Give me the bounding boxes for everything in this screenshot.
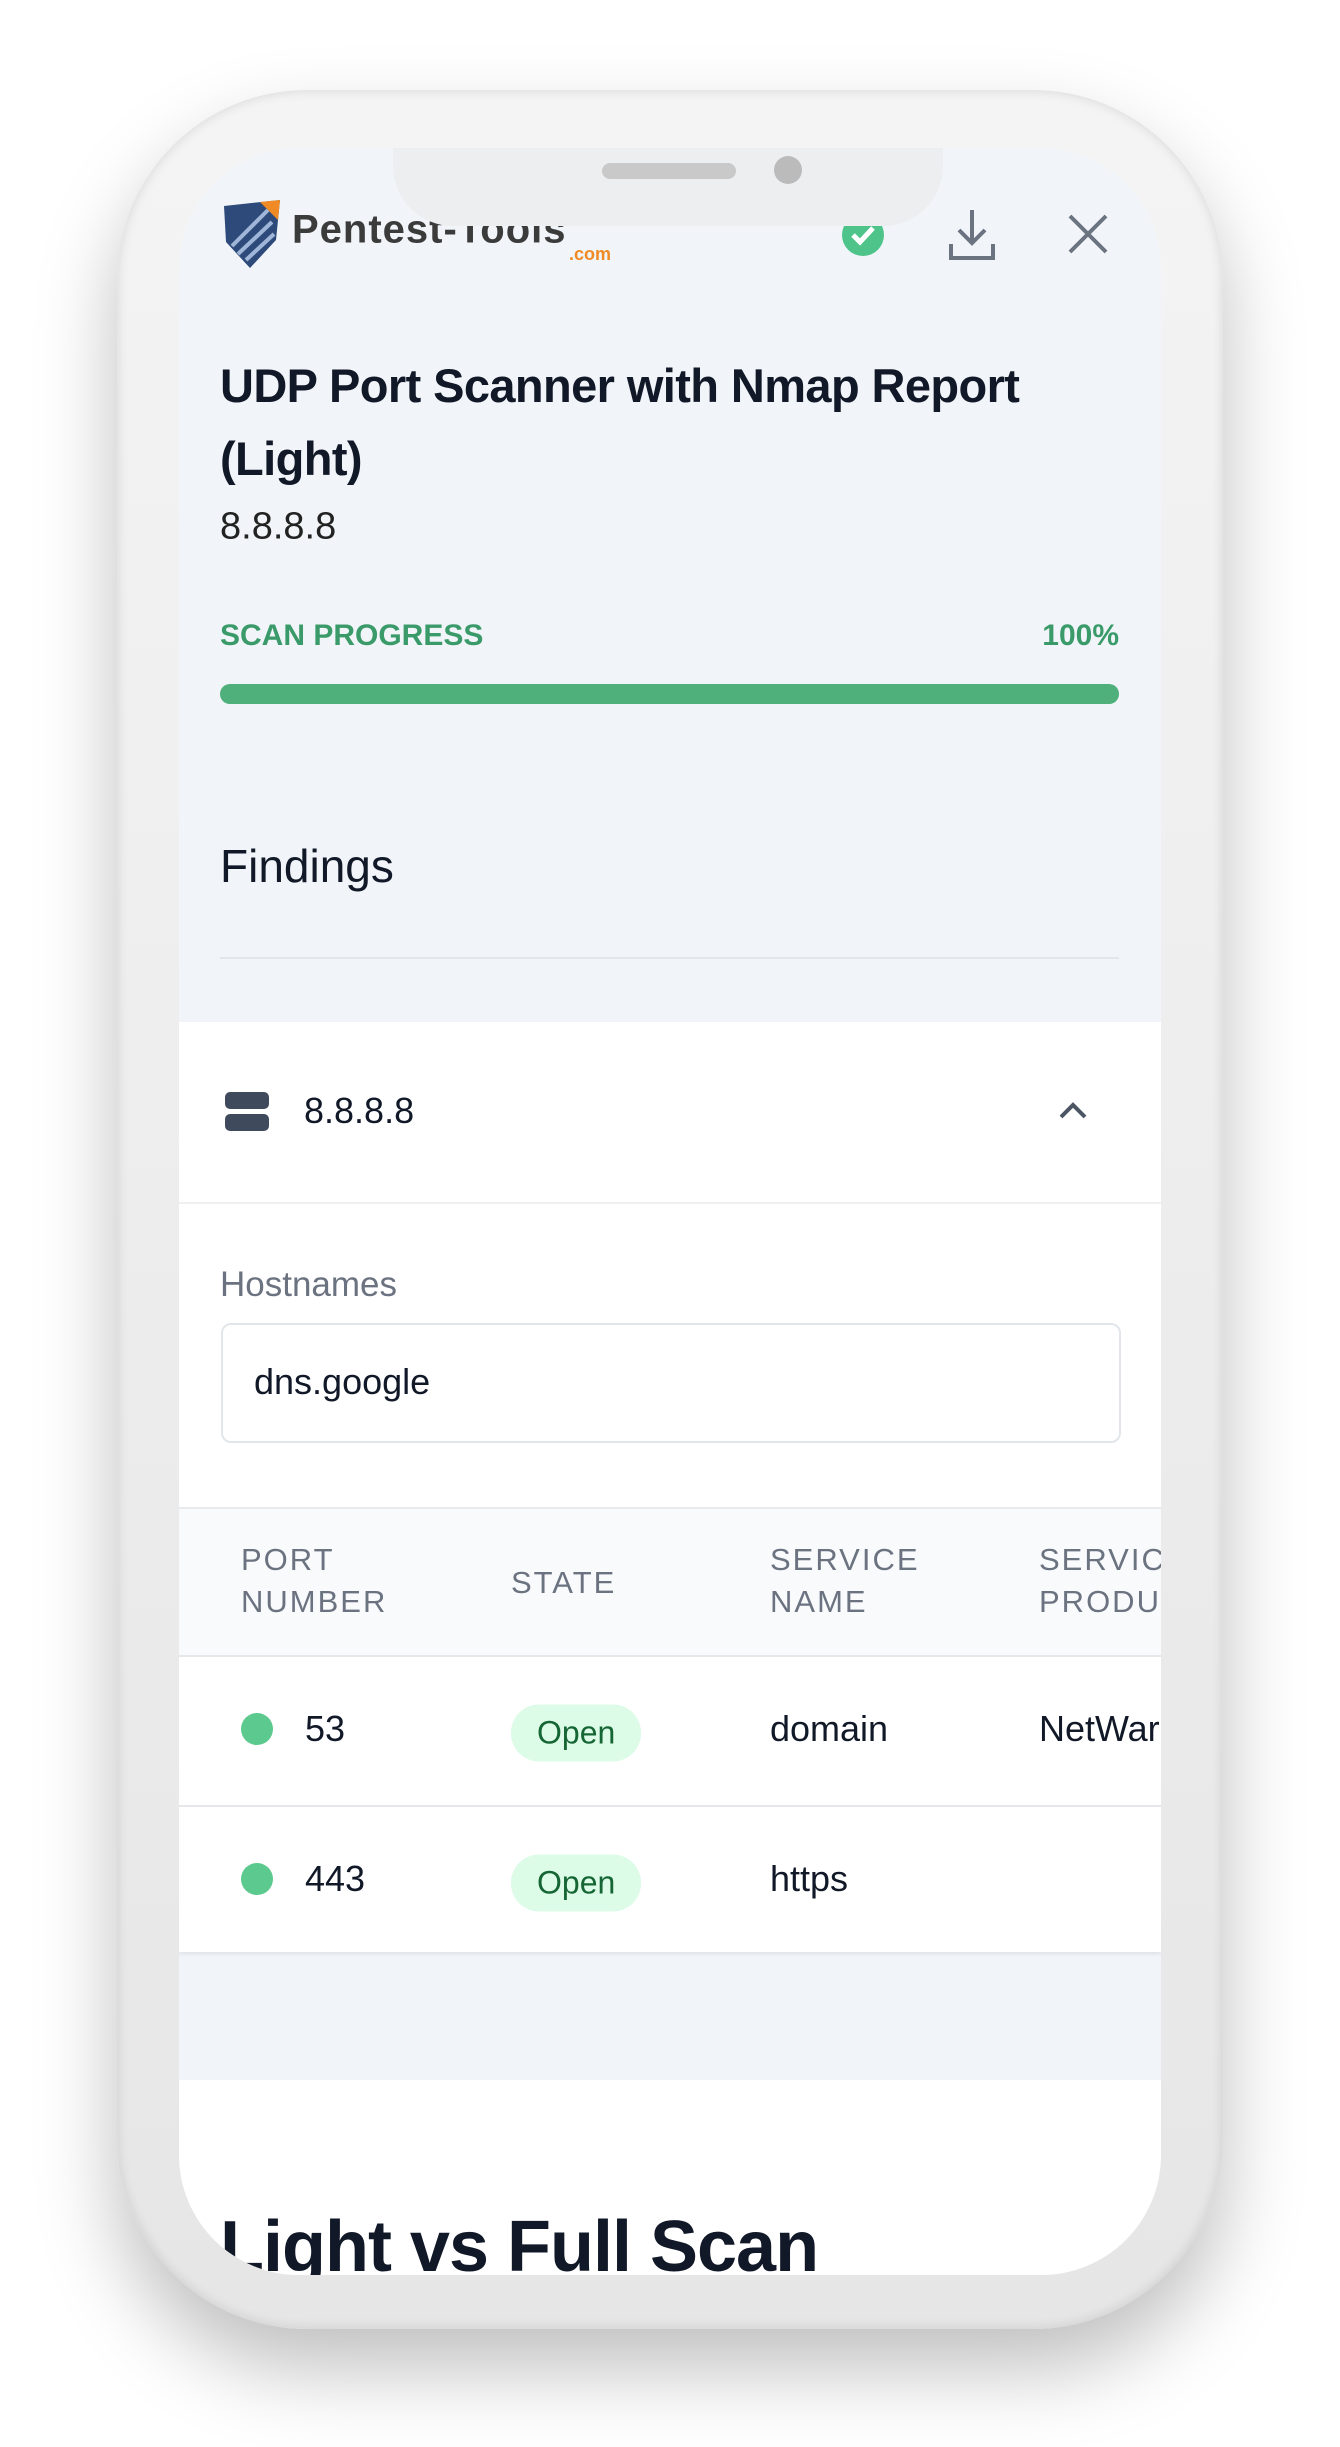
hostname-field — [221, 1323, 1121, 1443]
section-title: Light vs Full Scan — [220, 2207, 819, 2275]
screen: Pentest-Tools .com UDP Port Scanner with… — [179, 148, 1161, 2275]
service-name: https — [770, 1858, 849, 1899]
status-dot — [241, 1713, 273, 1745]
findings-title: Findings — [220, 840, 394, 892]
server-icon — [225, 1092, 269, 1131]
divider — [220, 957, 1119, 959]
progress-track — [220, 684, 1119, 704]
state-badge: Open — [511, 1704, 642, 1762]
column-header: NAME — [770, 1584, 868, 1619]
host-address[interactable]: 8.8.8.8 — [304, 1090, 415, 1131]
port-number: 53 — [305, 1708, 346, 1749]
collapse-chevron[interactable] — [1058, 1099, 1088, 1121]
divider — [179, 1202, 1161, 1204]
progress-value: 100% — [1042, 619, 1119, 652]
logo-icon — [224, 200, 280, 268]
speaker — [602, 163, 736, 179]
progress-bar — [220, 684, 1119, 704]
download-button[interactable] — [947, 206, 997, 262]
host-panel: 8.8.8.8 Hostnames dns.google PORT NUMBER S… — [179, 1022, 1161, 1952]
state-badge: Open — [511, 1854, 642, 1912]
notch — [393, 148, 943, 226]
hostname: dns.google — [254, 1361, 431, 1402]
next-section — [179, 2080, 1161, 2275]
service-name: domain — [770, 1708, 889, 1749]
column-header: STATE — [511, 1565, 617, 1600]
port-number: 443 — [305, 1858, 366, 1899]
hostnames-label: Hostnames — [220, 1265, 398, 1304]
report-title: UDP Port Scanner with Nmap Report (Light… — [220, 359, 1020, 485]
column-header: SERVICE — [770, 1542, 920, 1577]
ports-table: PORT NUMBER STATE SERVICE NAME SERVIC PRODU 53 O… — [179, 1507, 1161, 1954]
column-header: PORT — [241, 1542, 335, 1577]
table-header — [179, 1509, 1161, 1657]
report-target: 8.8.8.8 — [220, 505, 337, 548]
progress-label: SCAN PROGRESS — [220, 619, 484, 652]
close-button[interactable] — [1066, 212, 1110, 256]
column-header: NUMBER — [241, 1584, 388, 1619]
logo-suffix: .com — [569, 244, 612, 264]
column-header: SERVIC — [1039, 1542, 1161, 1577]
service-product: NetWar — [1039, 1708, 1160, 1749]
column-header: PRODU — [1039, 1584, 1161, 1619]
divider — [179, 1805, 1161, 1807]
camera — [774, 156, 802, 184]
status-dot — [241, 1863, 273, 1895]
